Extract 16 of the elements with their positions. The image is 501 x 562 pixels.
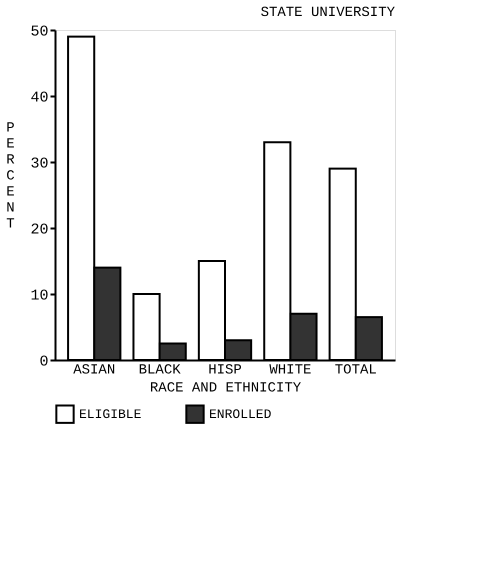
x-tick-label: HISP xyxy=(208,362,242,378)
legend-label: ELIGIBLE xyxy=(79,407,142,422)
legend-label: ENROLLED xyxy=(209,407,272,422)
x-tick-label: WHITE xyxy=(269,362,312,378)
x-tick-label: TOTAL xyxy=(334,362,377,378)
x-tick-label: ASIAN xyxy=(73,362,116,378)
x-axis-title: RACE AND ETHNICITY xyxy=(150,380,302,396)
y-tick-label: 0 xyxy=(39,354,48,370)
y-tick-label: 40 xyxy=(30,90,48,106)
x-tick-label: BLACK xyxy=(138,362,182,378)
y-tick-label: 10 xyxy=(30,288,48,304)
y-axis-title: PERCENT xyxy=(6,120,16,232)
y-tick-label: 50 xyxy=(30,24,48,40)
y-tick-label: 30 xyxy=(30,156,48,172)
chart-title: STATE UNIVERSITY xyxy=(260,5,396,21)
y-tick-label: 20 xyxy=(30,222,48,238)
